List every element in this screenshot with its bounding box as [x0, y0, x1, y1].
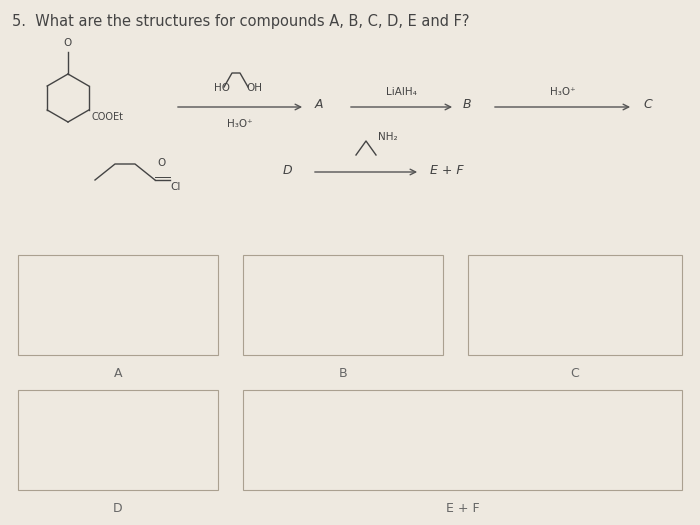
Text: O: O	[64, 38, 72, 48]
Text: NH₂: NH₂	[378, 132, 398, 142]
Text: E + F: E + F	[430, 163, 463, 176]
Text: Cl: Cl	[170, 182, 181, 192]
Text: B: B	[463, 99, 472, 111]
Text: OH: OH	[246, 83, 262, 93]
Text: H₃O⁺: H₃O⁺	[550, 87, 575, 97]
Text: E + F: E + F	[446, 502, 480, 515]
Bar	[18, 390, 218, 490]
Text: C: C	[570, 367, 580, 380]
Bar	[468, 255, 682, 355]
Text: D: D	[282, 163, 292, 176]
Text: HO: HO	[214, 83, 230, 93]
Bar	[18, 255, 218, 355]
Text: A: A	[315, 99, 323, 111]
Text: C: C	[643, 99, 652, 111]
Text: B: B	[339, 367, 347, 380]
Text: O: O	[158, 158, 166, 168]
Text: A: A	[113, 367, 122, 380]
Text: 5.  What are the structures for compounds A, B, C, D, E and F?: 5. What are the structures for compounds…	[12, 14, 470, 29]
Bar	[243, 390, 682, 490]
Text: COOEt: COOEt	[92, 112, 124, 122]
Text: H₃O⁺: H₃O⁺	[228, 119, 253, 129]
Text: D: D	[113, 502, 122, 515]
Bar	[243, 255, 443, 355]
Text: LiAlH₄: LiAlH₄	[386, 87, 417, 97]
